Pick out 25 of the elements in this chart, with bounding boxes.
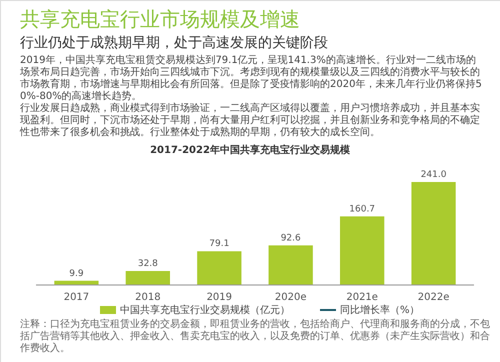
data-label: 32.8 bbox=[138, 258, 158, 269]
data-label: 241.0 bbox=[420, 170, 447, 180]
x-tick-label: 2019 bbox=[206, 292, 232, 303]
chart-subtitle: 行业仍处于成熟期早期，处于高速发展的关键阶段 bbox=[20, 35, 328, 51]
text: 注释：口径为充电宝租赁业务的交易金额，即租赁业务的营收，包括给商户、代理商和服务商的分成，不包括广告营销等其他收入、押金收入、售卖充电宝的收入，以及免费的订单、优惠券（未产生实际营收）和合作费收入。 bbox=[19, 318, 490, 354]
x-tick-label: 2022e bbox=[418, 292, 450, 303]
bar bbox=[411, 182, 456, 285]
data-label: 92.6 bbox=[280, 233, 302, 244]
bar bbox=[197, 251, 242, 285]
bar bbox=[340, 216, 384, 285]
bar bbox=[268, 245, 313, 285]
chart-title: 共享充电宝行业市场规模及增速 bbox=[20, 7, 300, 31]
text: 行业发展日趋成熟，商业模式得到市场验证，一二线高产区域得以覆盖，用户习惯培养成功，并且基本实现盈利。但同时，下沉市场还处于早期，尚有大量用户红利可以挖掘，并且创新业务和竞争格局的不确定性也带来了很多机会和挑战。行业整体处于成熟期的早期，仍有较大的成长空间。 bbox=[19, 102, 480, 138]
text: 2019年，中国共享充电宝租赁交易规模达到79.1亿元，呈现141.3%的高速增长。行业对一二线市场的场景布局日趋完善，市场开始向三四线城市下沉。考虑到现有的规模量级以及三四线的消费水平与较长的市场教育期，市场增速与早期相比会有所回落。但是除了受疫情影响的2020年，未来几年行业仍将保持50%-80%的高速增长趋势。 bbox=[19, 54, 482, 102]
x-tick-label: 2017 bbox=[64, 292, 90, 303]
legend-label: 同比增长率（%） bbox=[340, 304, 420, 316]
legend-label: 中国共享充电宝行业交易规模（亿元） bbox=[120, 304, 290, 316]
data-label: 79.1 bbox=[209, 239, 230, 250]
x-tick-label: 2018 bbox=[135, 292, 161, 303]
x-tick-label: 2021e bbox=[346, 292, 378, 303]
x-tick-label: 2020e bbox=[274, 292, 307, 303]
bar bbox=[126, 270, 170, 285]
text: 2017-2022年中国共享充电宝行业交易规模 bbox=[150, 144, 351, 156]
data-label: 160.7 bbox=[349, 204, 376, 214]
data-label: 9.9 bbox=[69, 268, 84, 279]
